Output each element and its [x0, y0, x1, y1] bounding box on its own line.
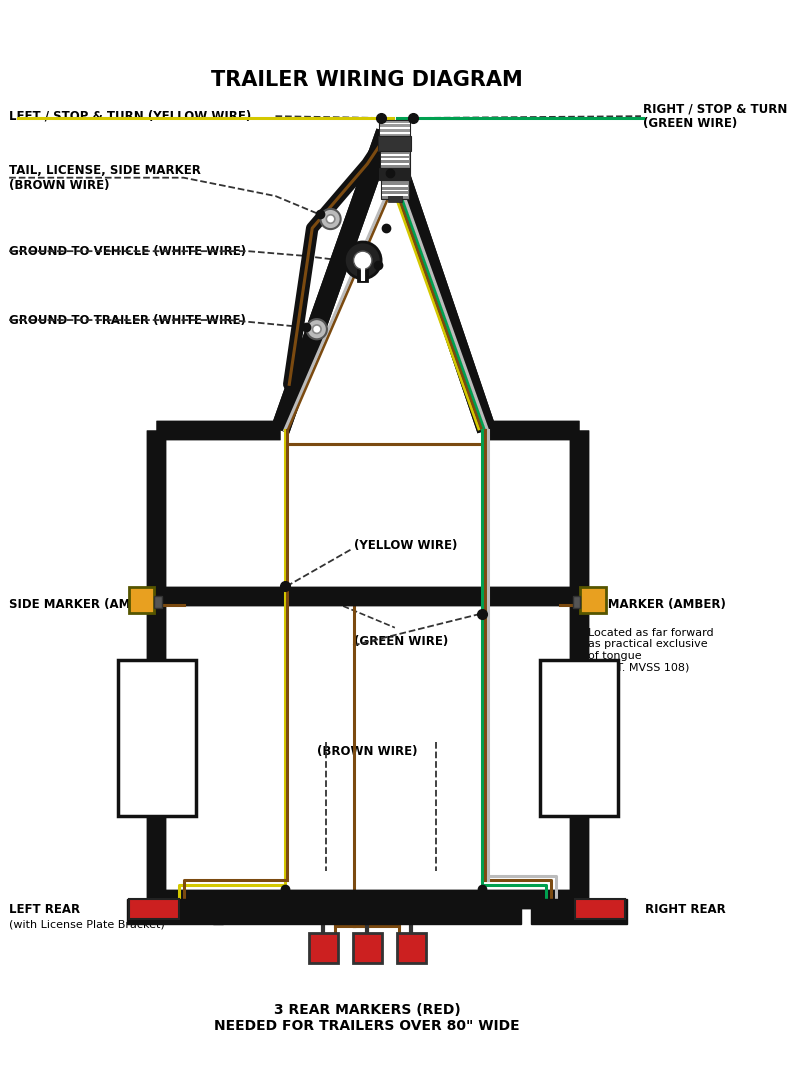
Bar: [382, 194, 408, 196]
Bar: [378, 136, 411, 152]
Text: (BROWN WIRE): (BROWN WIRE): [317, 746, 418, 759]
Bar: [353, 933, 382, 962]
Text: RIGHT / STOP & TURN
(GREEN WIRE): RIGHT / STOP & TURN (GREEN WIRE): [642, 102, 787, 130]
Text: SIDE MARKER (AMBER): SIDE MARKER (AMBER): [573, 598, 726, 611]
Circle shape: [306, 319, 327, 339]
Bar: [380, 122, 410, 124]
Bar: [387, 195, 402, 203]
Text: Located as far forward
as practical exclusive
of tongue
(D.O.T. MVSS 108): Located as far forward as practical excl…: [588, 628, 714, 673]
Bar: [379, 168, 410, 181]
Bar: [530, 898, 627, 924]
Bar: [358, 268, 367, 280]
Text: 3 REAR MARKERS (RED)
NEEDED FOR TRAILERS OVER 80" WIDE: 3 REAR MARKERS (RED) NEEDED FOR TRAILERS…: [214, 1003, 520, 1033]
Circle shape: [354, 251, 372, 269]
Bar: [381, 154, 409, 156]
Bar: [361, 268, 365, 280]
Circle shape: [313, 325, 321, 334]
Bar: [575, 898, 626, 919]
Bar: [540, 659, 618, 816]
Bar: [309, 933, 338, 962]
Bar: [381, 158, 409, 160]
Bar: [381, 181, 409, 198]
Circle shape: [321, 209, 341, 229]
Bar: [129, 898, 179, 919]
Bar: [382, 185, 408, 186]
Circle shape: [344, 242, 381, 279]
Bar: [129, 588, 154, 613]
Text: SIDE MARKER (AMBER): SIDE MARKER (AMBER): [9, 598, 162, 611]
Bar: [126, 898, 223, 924]
Text: GROUND TO VEHICLE (WHITE WIRE): GROUND TO VEHICLE (WHITE WIRE): [9, 244, 246, 257]
Text: TAIL, LICENSE, SIDE MARKER
(BROWN WIRE): TAIL, LICENSE, SIDE MARKER (BROWN WIRE): [9, 164, 201, 192]
Text: (YELLOW WIRE): (YELLOW WIRE): [354, 538, 457, 552]
Text: LEFT REAR: LEFT REAR: [9, 903, 80, 916]
Bar: [380, 132, 410, 134]
Text: TRAILER WIRING DIAGRAM: TRAILER WIRING DIAGRAM: [211, 70, 523, 90]
Text: (with License Plate Bracket): (with License Plate Bracket): [9, 919, 165, 930]
Bar: [381, 164, 409, 165]
Text: (GREEN WIRE): (GREEN WIRE): [354, 634, 448, 647]
Bar: [213, 898, 521, 924]
Text: RIGHT REAR: RIGHT REAR: [645, 903, 726, 916]
Bar: [580, 588, 606, 613]
Bar: [382, 190, 408, 192]
Text: GROUND TO TRAILER (WHITE WIRE): GROUND TO TRAILER (WHITE WIRE): [9, 314, 246, 327]
Bar: [379, 120, 410, 136]
Bar: [380, 152, 410, 168]
Circle shape: [326, 215, 335, 223]
Bar: [397, 933, 426, 962]
Text: LEFT / STOP & TURN (YELLOW WIRE): LEFT / STOP & TURN (YELLOW WIRE): [9, 110, 251, 123]
Bar: [154, 595, 162, 608]
Bar: [380, 128, 410, 129]
Bar: [573, 595, 580, 608]
Bar: [118, 659, 195, 816]
